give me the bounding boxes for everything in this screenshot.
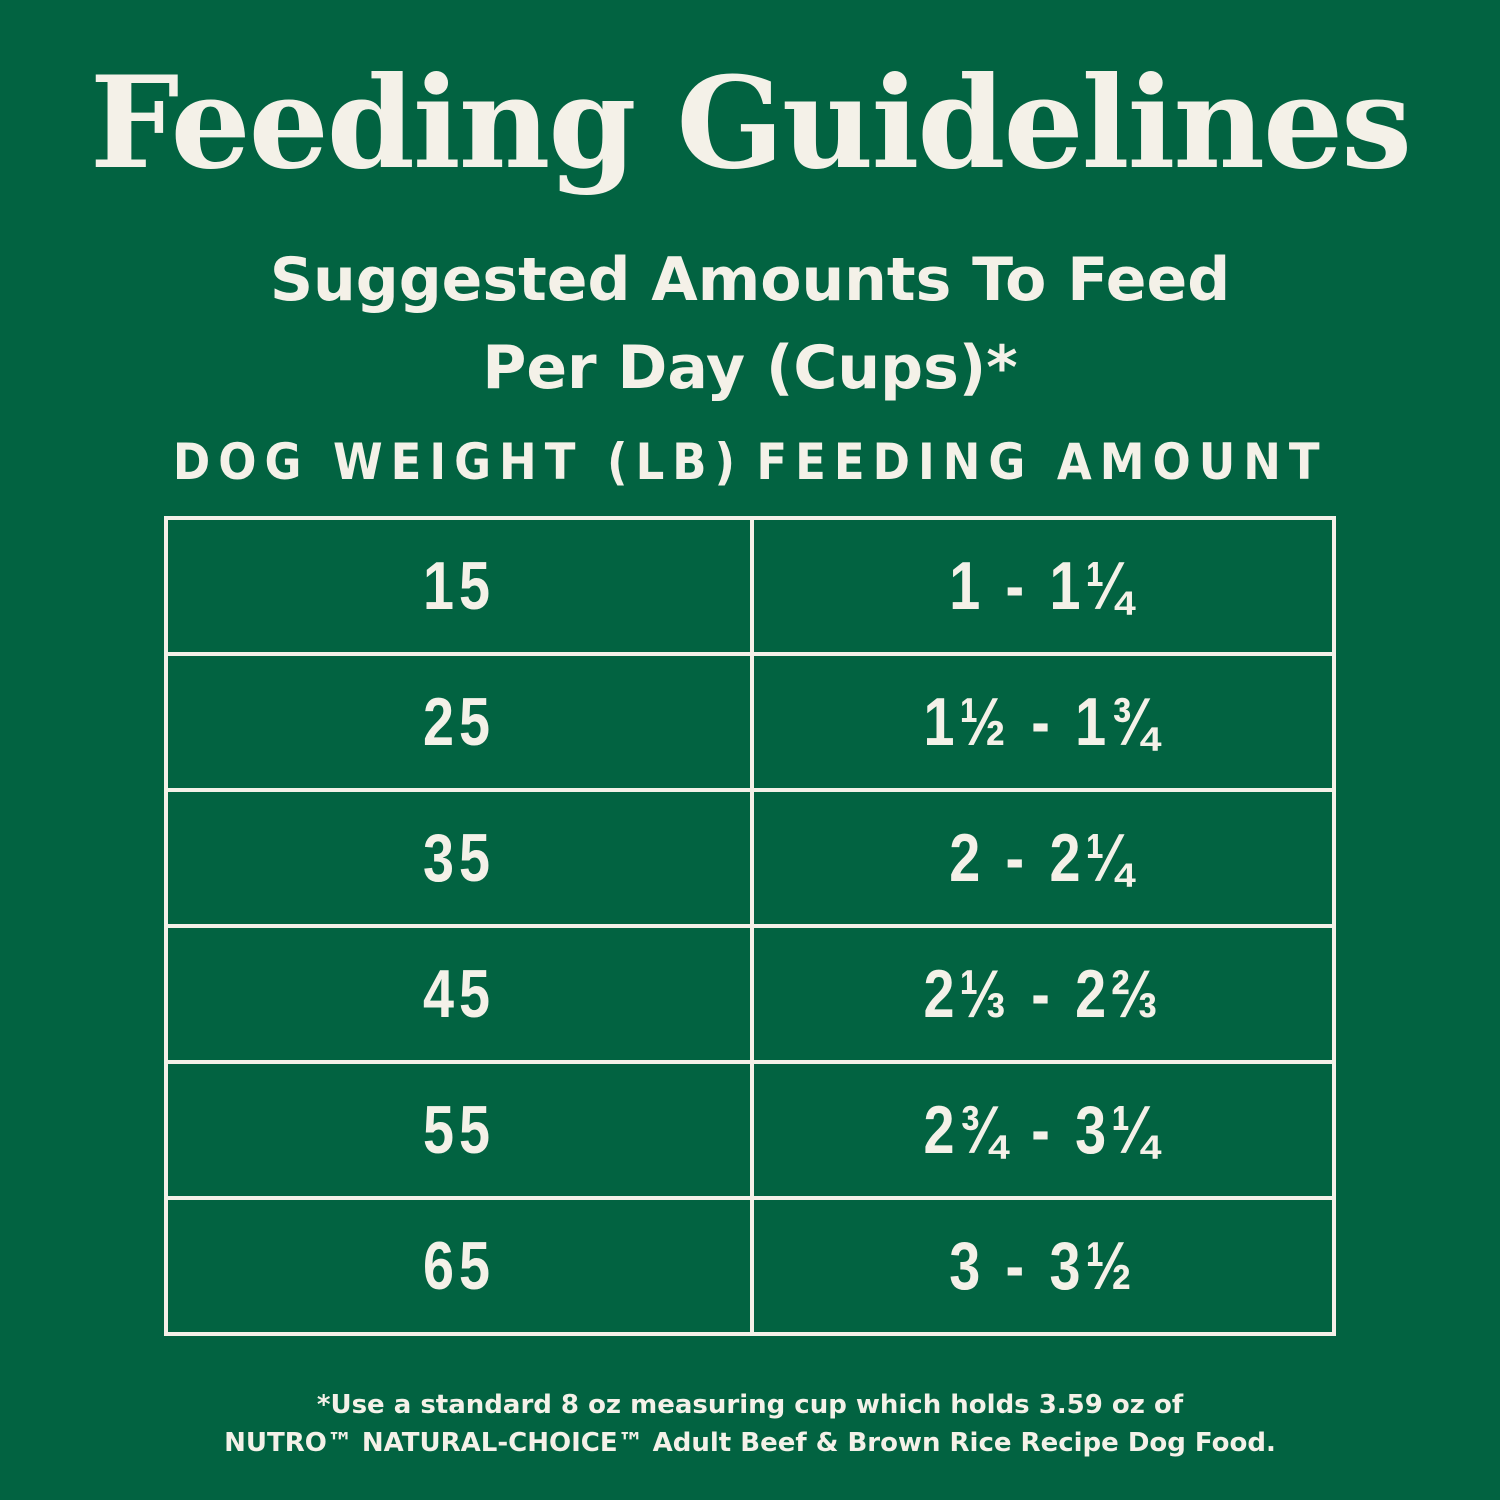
- cell-feeding-amount: 2¾ - 3¼: [923, 1092, 1163, 1168]
- cell-feeding-amount: 1 - 1¼: [949, 548, 1137, 624]
- feeding-table: 15 1 - 1¼ 25 1½ - 1¾ 35 2 - 2¼ 45 2⅓ - 2…: [164, 516, 1336, 1336]
- table-row: 55 2¾ - 3¼: [168, 1064, 1332, 1200]
- cell-feeding-amount: 2⅓ - 2⅔: [923, 956, 1163, 1032]
- subtitle-line-1: Suggested Amounts To Feed: [269, 245, 1231, 315]
- cell-dog-weight: 25: [423, 684, 495, 760]
- cell-feeding-amount: 3 - 3½: [949, 1228, 1137, 1304]
- page-subtitle: Suggested Amounts To Feed Per Day (Cups)…: [0, 236, 1500, 412]
- cell-dog-weight: 55: [423, 1092, 495, 1168]
- cell-dog-weight: 35: [423, 820, 495, 896]
- cell-dog-weight: 45: [423, 956, 495, 1032]
- footnote: *Use a standard 8 oz measuring cup which…: [0, 1386, 1500, 1462]
- column-header-feeding-amount: FEEDING AMOUNT: [756, 433, 1328, 491]
- cell-feeding-amount: 2 - 2¼: [949, 820, 1137, 896]
- table-row: 35 2 - 2¼: [168, 792, 1332, 928]
- column-header-dog-weight: DOG WEIGHT (LB): [172, 433, 744, 491]
- table-row: 65 3 - 3½: [168, 1200, 1332, 1336]
- table-row: 15 1 - 1¼: [168, 520, 1332, 656]
- table-row: 45 2⅓ - 2⅔: [168, 928, 1332, 1064]
- table-column-headers: DOG WEIGHT (LB) FEEDING AMOUNT: [0, 432, 1500, 492]
- cell-feeding-amount: 1½ - 1¾: [923, 684, 1163, 760]
- table-row: 25 1½ - 1¾: [168, 656, 1332, 792]
- footnote-line-2: NUTRO™ NATURAL-CHOICE™ Adult Beef & Brow…: [224, 1428, 1276, 1458]
- footnote-line-1: *Use a standard 8 oz measuring cup which…: [316, 1390, 1184, 1420]
- cell-dog-weight: 15: [423, 548, 495, 624]
- cell-dog-weight: 65: [423, 1228, 495, 1304]
- page-title: Feeding Guidelines: [89, 49, 1412, 197]
- subtitle-line-2: Per Day (Cups)*: [482, 333, 1018, 403]
